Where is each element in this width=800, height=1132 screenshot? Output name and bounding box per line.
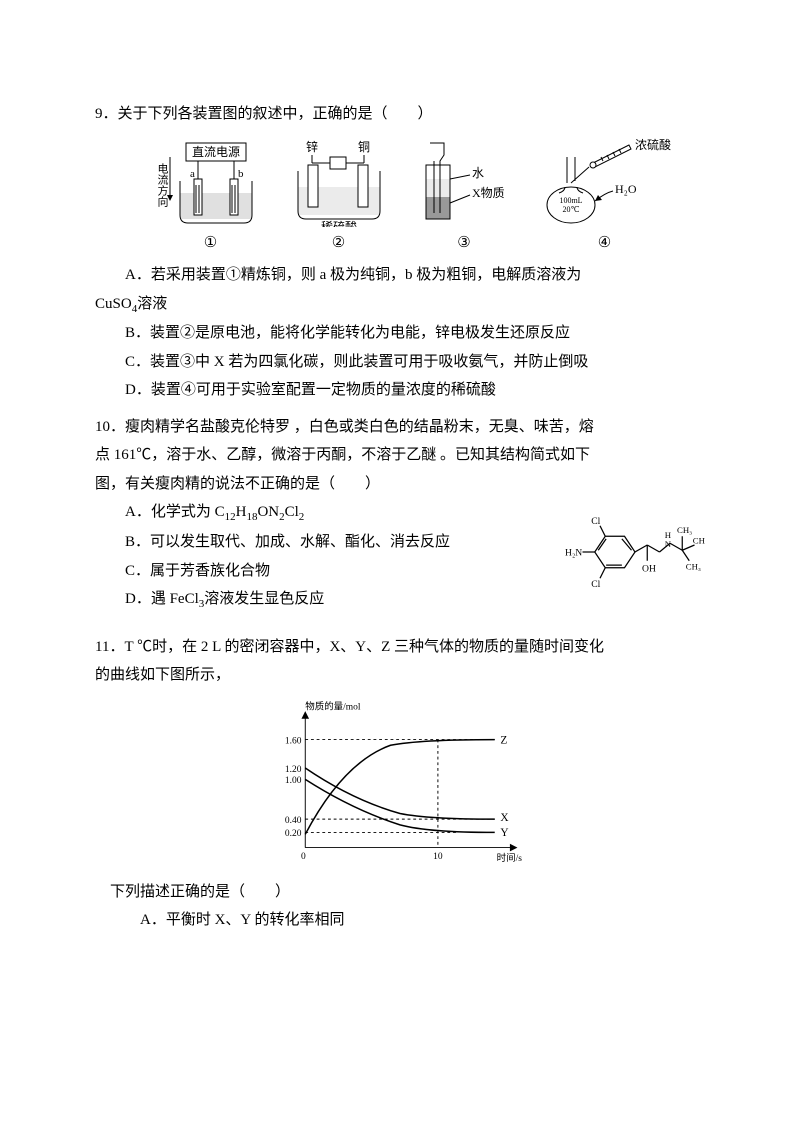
h2o-label: H₂O <box>615 182 637 196</box>
svg-text:Y: Y <box>500 827 508 839</box>
conc-label: 浓硫酸 <box>635 137 671 152</box>
flask-20-label: 20℃ <box>562 205 579 214</box>
q9-figure-row: 电流方向 直流电源 a b <box>125 135 705 258</box>
b-label: b <box>238 168 244 180</box>
svg-text:Cl: Cl <box>591 516 600 527</box>
question-11: 11．T ℃时，在 2 L 的密闭容器中，X、Y、Z 三种气体的物质的量随时间变… <box>95 633 705 935</box>
svg-text:0: 0 <box>301 852 306 862</box>
q11-line2: 的曲线如下图所示， <box>95 661 705 690</box>
molecule-svg: Cl Cl H₂N OH H N CH₃ CH₃ CH₃ <box>565 504 705 614</box>
svg-text:OH: OH <box>642 564 656 575</box>
question-9: 9．关于下列各装置图的叙述中，正确的是（ ） 电流方向 直流电源 a b <box>95 100 705 405</box>
fig2-num: ② <box>332 229 345 258</box>
zn-label: 锌 <box>305 140 317 154</box>
svg-text:0.40: 0.40 <box>285 816 302 826</box>
q10-line2: 点 161℃，溶于水、乙醇，微溶于丙酮，不溶于乙醚 。已知其结构简式如下 <box>95 441 705 470</box>
apparatus-1: 电流方向 直流电源 a b <box>156 135 266 258</box>
dilute-label: 稀硫酸 <box>320 219 356 227</box>
svg-text:Z: Z <box>500 734 507 746</box>
apparatus-3: 水 X物质 ③ <box>412 135 517 258</box>
fig1-num: ① <box>204 229 217 258</box>
svg-text:时间/s: 时间/s <box>497 852 523 864</box>
molecule-structure: Cl Cl H₂N OH H N CH₃ CH₃ CH₃ <box>565 504 705 625</box>
svg-text:X: X <box>500 812 508 824</box>
svg-text:N: N <box>665 539 672 549</box>
water-label: 水 <box>472 166 484 180</box>
q11-after: 下列描述正确的是（ ） <box>95 878 705 907</box>
svg-text:1.60: 1.60 <box>285 736 302 746</box>
svg-text:CH₃: CH₃ <box>677 525 692 535</box>
apparatus-1-svg: 电流方向 直流电源 a b <box>156 135 266 227</box>
question-10: 10．瘦肉精学名盐酸克伦特罗 ，白色或类白色的结晶粉末，无臭、味苦，熔 点 16… <box>95 413 705 625</box>
q11-opt-A: A．平衡时 X、Y 的转化率相同 <box>95 906 705 935</box>
flask-100-label: 100mL <box>559 196 582 205</box>
q11-graph-svg: 物质的量/mol 1.60 1.20 1.00 0.40 0.20 0 <box>255 696 545 876</box>
q9-stem: 9．关于下列各装置图的叙述中，正确的是（ ） <box>95 100 705 129</box>
q9-opt-A-line1: A．若采用装置①精炼铜，则 a 极为纯铜，b 极为粗铜，电解质溶液为 <box>95 261 705 290</box>
q9-opt-D: D．装置④可用于实验室配置一定物质的量浓度的稀硫酸 <box>95 376 705 405</box>
svg-text:1.20: 1.20 <box>285 765 302 775</box>
apparatus-3-svg: 水 X物质 <box>412 135 517 227</box>
fig4-num: ④ <box>598 229 611 258</box>
apparatus-4: 浓硫酸 100mL 20℃ H₂O ④ <box>535 135 675 258</box>
cu-label: 铜 <box>357 139 369 154</box>
svg-text:H₂N: H₂N <box>565 548 582 559</box>
svg-text:CH₃: CH₃ <box>686 562 701 572</box>
dc-label: 直流电源 <box>191 145 239 159</box>
q11-line1: 11．T ℃时，在 2 L 的密闭容器中，X、Y、Z 三种气体的物质的量随时间变… <box>95 633 705 662</box>
fig3-num: ③ <box>457 229 470 258</box>
q9-opt-A-line2: CuSO4溶液 <box>95 290 705 320</box>
x-label: X物质 <box>472 186 505 200</box>
q10-line3: 图，有关瘦肉精的说法不正确的是（ ） <box>95 470 705 499</box>
q9-opt-C: C．装置③中 X 若为四氯化碳，则此装置可用于吸收氨气，并防止倒吸 <box>95 348 705 377</box>
ylabel: 物质的量/mol <box>305 700 361 712</box>
apparatus-4-svg: 浓硫酸 100mL 20℃ H₂O <box>535 135 675 227</box>
apparatus-2: 锌 铜 稀硫酸 ② <box>284 135 394 258</box>
q11-graph: 物质的量/mol 1.60 1.20 1.00 0.40 0.20 0 <box>95 696 705 876</box>
q9-opt-B: B．装置②是原电池，能将化学能转化为电能，锌电极发生还原反应 <box>95 319 705 348</box>
a-label: a <box>190 168 195 180</box>
q10-line1: 10．瘦肉精学名盐酸克伦特罗 ，白色或类白色的结晶粉末，无臭、味苦，熔 <box>95 413 705 442</box>
apparatus-2-svg: 锌 铜 稀硫酸 <box>284 135 394 227</box>
svg-text:1.00: 1.00 <box>285 776 302 786</box>
svg-text:0.20: 0.20 <box>285 829 302 839</box>
svg-text:10: 10 <box>433 852 443 862</box>
svg-text:Cl: Cl <box>591 579 600 590</box>
svg-text:CH₃: CH₃ <box>693 536 705 546</box>
current-dir-label: 电流方向 <box>156 162 169 206</box>
